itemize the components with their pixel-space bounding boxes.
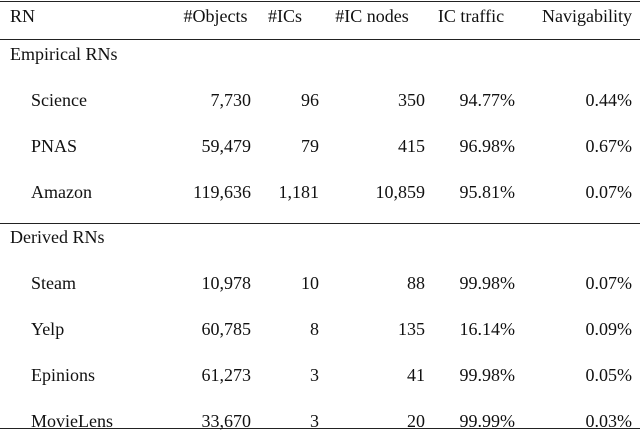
objects-value: 60,785 — [201, 318, 252, 339]
table-row: Science 7,730 96 350 94.77% 0.44% — [0, 77, 640, 123]
table-row: Yelp 60,785 8 135 16.14% 0.09% — [0, 306, 640, 352]
ic-nodes-value: 88 — [407, 272, 425, 293]
objects-value: 33,670 — [201, 410, 252, 431]
header-objects: #Objects — [183, 5, 248, 26]
ics-value: 8 — [310, 318, 319, 339]
header-rn: RN — [10, 5, 36, 26]
ics-value: 79 — [301, 135, 319, 156]
ic-nodes-value: 135 — [398, 318, 425, 339]
objects-value: 59,479 — [201, 135, 252, 156]
table-row: MovieLens 33,670 3 20 99.99% 0.03% — [0, 398, 640, 444]
header-row: RN #Objects #ICs #IC nodes IC traffic Na… — [0, 0, 640, 32]
ic-nodes-value: 41 — [407, 364, 425, 385]
rn-name: Amazon — [31, 181, 92, 202]
navigability-value: 0.05% — [585, 364, 633, 385]
ic-nodes-value: 350 — [398, 89, 425, 110]
top-rule — [0, 1, 640, 2]
table-row: Epinions 61,273 3 41 99.98% 0.05% — [0, 352, 640, 398]
objects-value: 61,273 — [201, 364, 252, 385]
section-title: Derived RNs — [10, 227, 105, 247]
rn-name: Steam — [31, 272, 76, 293]
header-rule — [0, 39, 640, 40]
ic-traffic-value: 94.77% — [459, 89, 516, 110]
ics-value: 3 — [310, 410, 319, 431]
objects-value: 10,978 — [201, 272, 252, 293]
ics-value: 1,181 — [278, 181, 320, 202]
header-navigability: Navigability — [542, 5, 632, 26]
objects-value: 119,636 — [193, 181, 251, 202]
navigability-value: 0.67% — [585, 135, 633, 156]
section-row-derived: Derived RNs — [0, 215, 640, 260]
ic-traffic-value: 95.81% — [459, 181, 516, 202]
section-title: Empirical RNs — [10, 44, 118, 64]
ic-nodes-value: 10,859 — [375, 181, 426, 202]
rn-name: PNAS — [31, 135, 78, 156]
ic-nodes-value: 415 — [398, 135, 425, 156]
ic-traffic-value: 16.14% — [459, 318, 516, 339]
table-container: RN #Objects #ICs #IC nodes IC traffic Na… — [0, 1, 640, 431]
objects-value: 7,730 — [210, 89, 252, 110]
rn-name: Epinions — [31, 364, 96, 385]
ic-traffic-value: 96.98% — [459, 135, 516, 156]
navigability-value: 0.03% — [585, 410, 633, 431]
header-ic-traffic: IC traffic — [437, 5, 505, 26]
ic-nodes-value: 20 — [407, 410, 425, 431]
rn-name: Yelp — [31, 318, 65, 339]
ics-value: 3 — [310, 364, 319, 385]
header-ic-nodes: #IC nodes — [335, 5, 409, 26]
ics-value: 96 — [301, 89, 319, 110]
navigability-value: 0.09% — [585, 318, 633, 339]
navigability-value: 0.07% — [585, 181, 633, 202]
ics-value: 10 — [301, 272, 319, 293]
table-row: Steam 10,978 10 88 99.98% 0.07% — [0, 260, 640, 306]
section-row-empirical: Empirical RNs — [0, 32, 640, 77]
ic-traffic-value: 99.99% — [459, 410, 516, 431]
header-ics: #ICs — [267, 5, 302, 26]
rn-name: Science — [31, 89, 87, 110]
ic-traffic-value: 99.98% — [459, 364, 516, 385]
ic-traffic-value: 99.98% — [459, 272, 516, 293]
navigability-value: 0.07% — [585, 272, 633, 293]
table-row: Amazon 119,636 1,181 10,859 95.81% 0.07% — [0, 169, 640, 215]
navigability-value: 0.44% — [585, 89, 633, 110]
section-divider-rule — [0, 223, 640, 224]
rn-name: MovieLens — [31, 410, 113, 431]
table-row: PNAS 59,479 79 415 96.98% 0.67% — [0, 123, 640, 169]
